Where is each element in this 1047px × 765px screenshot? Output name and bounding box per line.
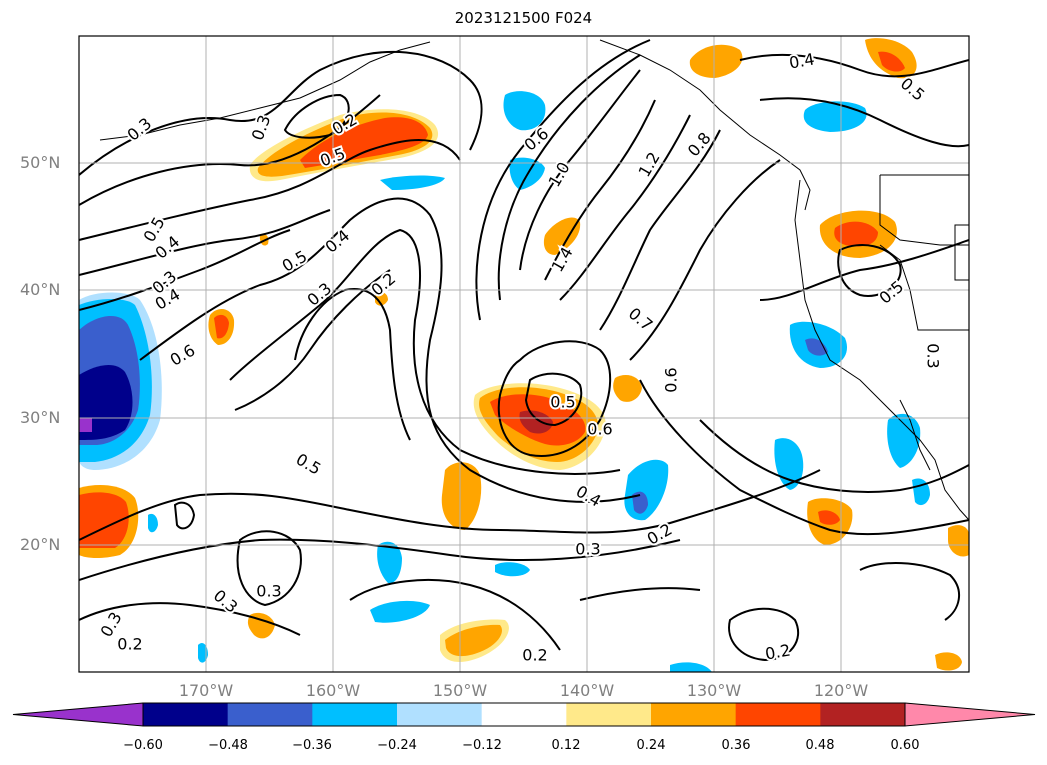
contour-label-halo: 0.5 xyxy=(550,393,575,412)
contour-label: 0.8 xyxy=(684,129,715,161)
colorbar-segment xyxy=(143,703,229,726)
map-plot: 0.30.3 0.30.3 0.20.20.50.50.60.61.01.0 1.21… xyxy=(78,35,970,673)
contour-label: 1.2 xyxy=(635,149,664,181)
colorbar-tick: 0.24 xyxy=(636,738,666,753)
contour-label: 0.6 xyxy=(167,341,199,370)
contour-label-halo: 0.2 xyxy=(522,646,547,665)
colorbar-segment xyxy=(397,703,483,726)
contour-label-halo: 0.3 xyxy=(575,540,600,559)
colorbar-tick: −0.12 xyxy=(462,738,502,753)
colorbar-frame xyxy=(142,702,906,727)
colorbar-tick: −0.60 xyxy=(123,738,163,753)
colorbar-segment xyxy=(735,703,821,726)
contour-label: 0.3 xyxy=(924,343,943,368)
lon-label-170w: 170°W xyxy=(178,681,234,700)
contour-label: 0.3 xyxy=(256,582,281,601)
contour-lines xyxy=(79,39,969,662)
contour-label: 0.2 xyxy=(522,646,547,665)
colorbar-segment xyxy=(13,703,143,726)
contour-label: 0.6 xyxy=(587,420,612,439)
contour-label-halo: 0.6 xyxy=(662,367,681,392)
contour-label: 0.2 xyxy=(117,635,142,654)
colorbar-tick: −0.24 xyxy=(377,738,417,753)
contour-label-halo: 0.6 xyxy=(587,420,612,439)
lat-label-40n: 40°N xyxy=(20,280,61,299)
contour-label: 0.6 xyxy=(662,367,681,392)
colorbar-tick: 0.12 xyxy=(551,738,581,753)
lat-label-30n: 30°N xyxy=(20,408,61,427)
map-title: 2023121500 F024 xyxy=(454,9,593,27)
colorbar-segment xyxy=(651,703,737,726)
colorbar-segment xyxy=(820,703,906,726)
contour-label: 0.4 xyxy=(788,49,816,72)
colorbar-tick: −0.48 xyxy=(208,738,248,753)
colorbar-segment xyxy=(481,703,567,726)
colorbar-tick: 0.48 xyxy=(805,738,835,753)
contour-label: 0.5 xyxy=(876,277,908,308)
contour-label: 0.5 xyxy=(293,450,325,479)
colorbar-extend-high xyxy=(904,702,1036,727)
colorbar-segment xyxy=(227,703,313,726)
contour-label-halo: 0.3 xyxy=(924,343,943,368)
contour-label: 0.5 xyxy=(279,247,311,276)
contour-label-halo: 0.3 xyxy=(256,582,281,601)
colorbar-tick: −0.36 xyxy=(292,738,332,753)
contour-label: 0.3 xyxy=(248,112,275,142)
contour-label: 0.5 xyxy=(550,393,575,412)
colorbar-tick: 0.36 xyxy=(721,738,751,753)
contour-label: 0.3 xyxy=(575,540,600,559)
contour-label: 0.4 xyxy=(573,482,605,511)
lon-label-150w: 150°W xyxy=(432,681,488,700)
colorbar-segment xyxy=(312,703,398,726)
contour-label: 0.4 xyxy=(322,226,354,257)
map-gridlines xyxy=(79,36,969,672)
colorbar-tick: 0.60 xyxy=(890,738,920,753)
contour-label: 0.2 xyxy=(764,640,792,663)
lon-label-120w: 120°W xyxy=(813,681,869,700)
lon-label-140w: 140°W xyxy=(559,681,615,700)
colorbar-segment xyxy=(905,703,1035,726)
coastlines xyxy=(99,39,969,521)
shaded-anomalies xyxy=(79,38,969,672)
colorbar-segment xyxy=(566,703,652,726)
contour-label: 0.7 xyxy=(625,304,657,335)
lon-label-130w: 130°W xyxy=(686,681,742,700)
lat-label-20n: 20°N xyxy=(20,535,61,554)
contour-label: 0.3 xyxy=(304,279,336,310)
lon-label-160w: 160°W xyxy=(305,681,361,700)
contour-label: 0.3 xyxy=(124,114,156,145)
colorbar-extend-low xyxy=(12,702,144,727)
contour-label: 0.5 xyxy=(897,74,929,105)
lat-label-50n: 50°N xyxy=(20,153,61,172)
contour-label: 0.3 xyxy=(210,586,242,617)
contour-label-halo: 0.2 xyxy=(117,635,142,654)
map-frame xyxy=(78,35,970,673)
